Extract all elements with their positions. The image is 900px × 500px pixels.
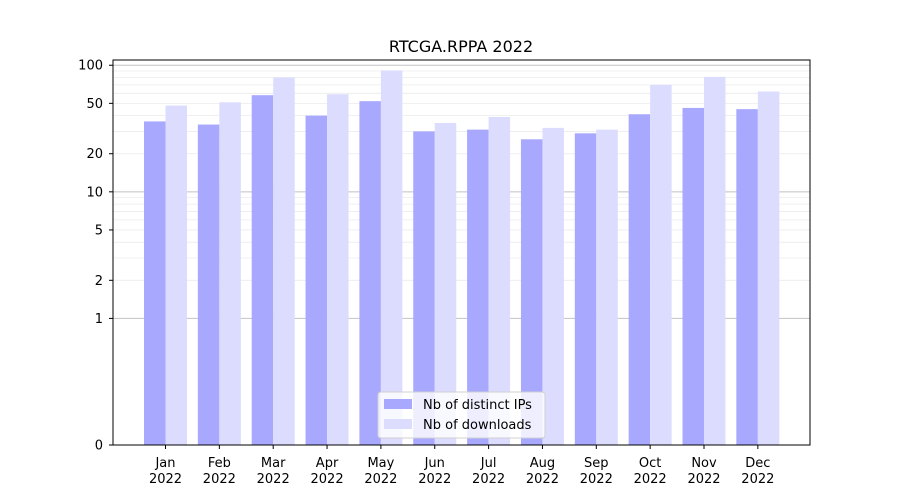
y-tick-label: 20 <box>86 147 103 162</box>
bar-distinct-ips <box>574 133 597 445</box>
y-tick-label: 50 <box>86 97 103 112</box>
legend-label: Nb of distinct IPs <box>423 398 532 413</box>
x-tick-label: Nov 2022 <box>687 456 720 487</box>
bar-distinct-ips <box>467 129 489 445</box>
y-tick-label: 0 <box>95 439 103 454</box>
plot-frame <box>112 59 811 446</box>
y-tick-label: 10 <box>86 185 103 200</box>
axes: Jan 2022 Feb 2022 Mar 2022 Apr 2022 May 2022 Jun 20… <box>78 59 811 487</box>
x-tick-label: Jun 2022 <box>418 456 451 487</box>
x-tick-label: Oct 2022 <box>634 456 667 487</box>
bar-distinct-ips <box>520 139 543 445</box>
bar-downloads <box>327 94 349 446</box>
bar-distinct-ips <box>197 124 220 445</box>
bar-distinct-ips <box>736 109 758 446</box>
bar-downloads <box>704 76 726 446</box>
x-tick-label: Jul 2022 <box>472 456 505 487</box>
bar-downloads <box>219 102 241 445</box>
y-tick-label: 100 <box>78 59 103 74</box>
bar-distinct-ips <box>359 101 381 446</box>
legend-box <box>377 391 546 439</box>
bar-downloads <box>757 91 780 445</box>
bar-downloads <box>380 70 403 445</box>
bar-distinct-ips <box>144 121 166 445</box>
x-tick-label: Sep 2022 <box>580 456 613 487</box>
legend-swatch <box>384 419 412 429</box>
x-tick-label: May 2022 <box>364 456 397 487</box>
bars <box>144 70 780 446</box>
y-tick-label: 5 <box>95 223 103 238</box>
legend-swatch <box>384 399 412 409</box>
bar-downloads <box>273 77 295 445</box>
x-tick-label: Apr 2022 <box>311 456 344 487</box>
bar-downloads <box>434 122 457 445</box>
bar-distinct-ips <box>682 107 704 446</box>
y-tick-label: 2 <box>95 274 103 289</box>
bar-downloads <box>596 129 618 445</box>
bar-distinct-ips <box>305 115 328 445</box>
y-tick-label: 1 <box>95 312 103 327</box>
bar-distinct-ips <box>628 114 651 445</box>
x-tick-label: Dec 2022 <box>741 456 774 487</box>
chart-title: RTCGA.RPPA 2022 <box>389 37 533 56</box>
legend: Nb of distinct IPs Nb of downloads <box>377 391 546 439</box>
x-tick-label: Feb 2022 <box>203 456 236 487</box>
x-tick-label: Jan 2022 <box>149 456 182 487</box>
bar-downloads <box>488 117 511 446</box>
bar-downloads <box>650 84 672 445</box>
bar-distinct-ips <box>413 131 435 445</box>
legend-label: Nb of downloads <box>423 418 532 433</box>
x-tick-label: Aug 2022 <box>526 456 559 487</box>
x-tick-label: Mar 2022 <box>257 456 290 487</box>
bar-downloads <box>165 105 187 446</box>
bar-downloads <box>542 127 564 445</box>
bar-distinct-ips <box>251 95 274 445</box>
